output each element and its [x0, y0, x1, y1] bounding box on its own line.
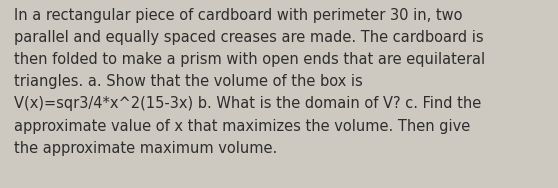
- Text: In a rectangular piece of cardboard with perimeter 30 in, two
parallel and equal: In a rectangular piece of cardboard with…: [14, 8, 485, 156]
